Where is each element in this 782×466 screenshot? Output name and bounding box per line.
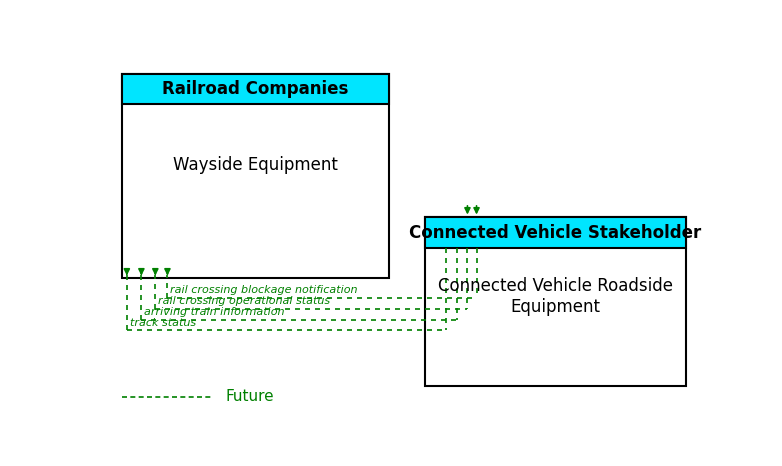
Text: rail crossing operational status: rail crossing operational status <box>159 296 331 306</box>
Text: Railroad Companies: Railroad Companies <box>162 80 349 98</box>
Bar <box>425 218 686 386</box>
Bar <box>122 74 389 278</box>
Text: Future: Future <box>225 389 274 404</box>
Text: Wayside Equipment: Wayside Equipment <box>173 156 338 174</box>
Text: Connected Vehicle Roadside
Equipment: Connected Vehicle Roadside Equipment <box>438 277 673 315</box>
Text: Connected Vehicle Stakeholder: Connected Vehicle Stakeholder <box>409 224 701 242</box>
Text: rail crossing blockage notification: rail crossing blockage notification <box>170 285 358 295</box>
Text: arriving train information: arriving train information <box>145 307 285 317</box>
Text: track status: track status <box>130 317 196 328</box>
Bar <box>122 74 389 104</box>
Bar <box>425 218 686 248</box>
